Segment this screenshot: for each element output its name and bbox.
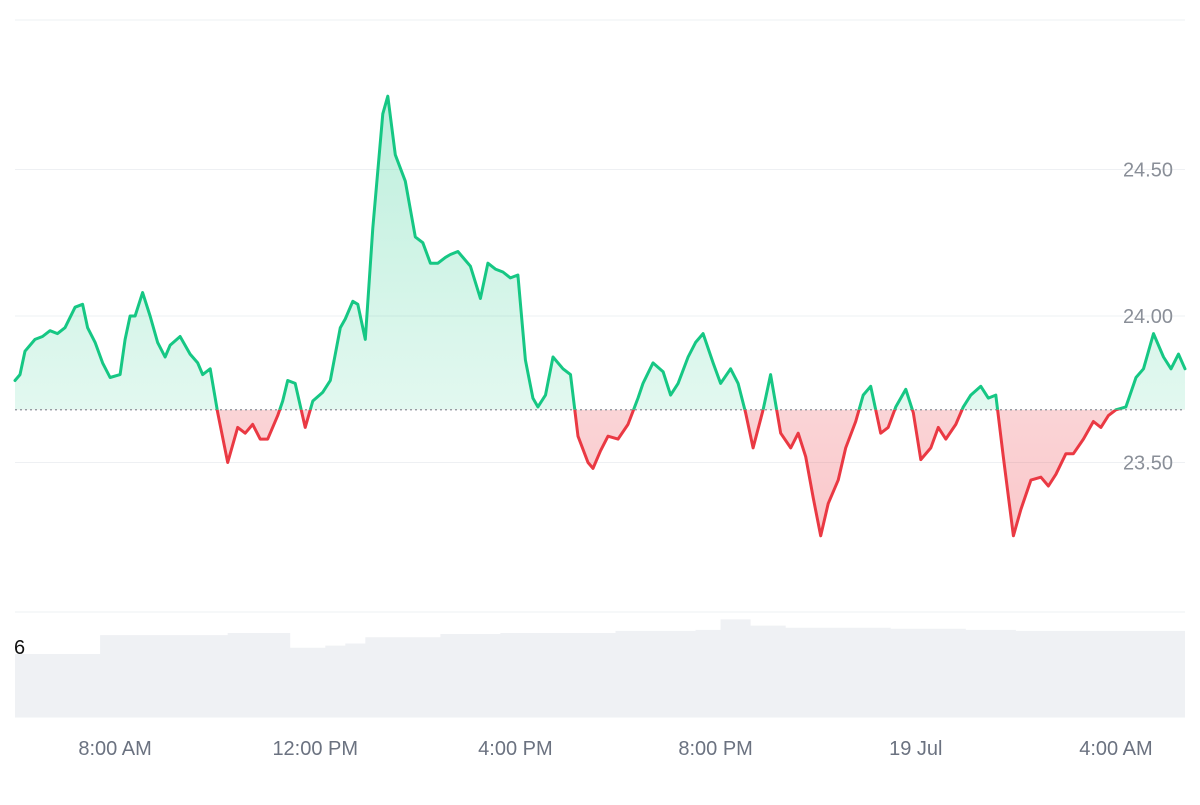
y-tick-label: 24.00 <box>1123 306 1173 328</box>
y-axis-labels: 24.50 24.00 23.50 <box>1123 159 1173 474</box>
x-tick-label: 19 Jul <box>889 738 942 760</box>
x-tick-label: 8:00 PM <box>678 738 752 760</box>
y-tick-label: 24.50 <box>1123 159 1173 181</box>
x-tick-label: 4:00 PM <box>478 738 552 760</box>
volume-axis-label: 6 <box>14 637 25 659</box>
price-line-up <box>13 94 1187 410</box>
x-tick-label: 8:00 AM <box>78 738 151 760</box>
price-fill-above <box>15 96 1185 410</box>
y-tick-label: 23.50 <box>1123 453 1173 475</box>
price-fill <box>15 96 1185 536</box>
price-fill-below <box>15 409 1185 536</box>
price-line <box>13 94 1187 538</box>
x-tick-label: 4:00 AM <box>1079 738 1152 760</box>
x-axis-labels: 8:00 AM 12:00 PM 4:00 PM 8:00 PM 19 Jul 4:00 … <box>78 738 1152 760</box>
volume-area-shape <box>15 619 1185 717</box>
x-tick-label: 12:00 PM <box>272 738 358 760</box>
volume-area <box>15 619 1185 717</box>
